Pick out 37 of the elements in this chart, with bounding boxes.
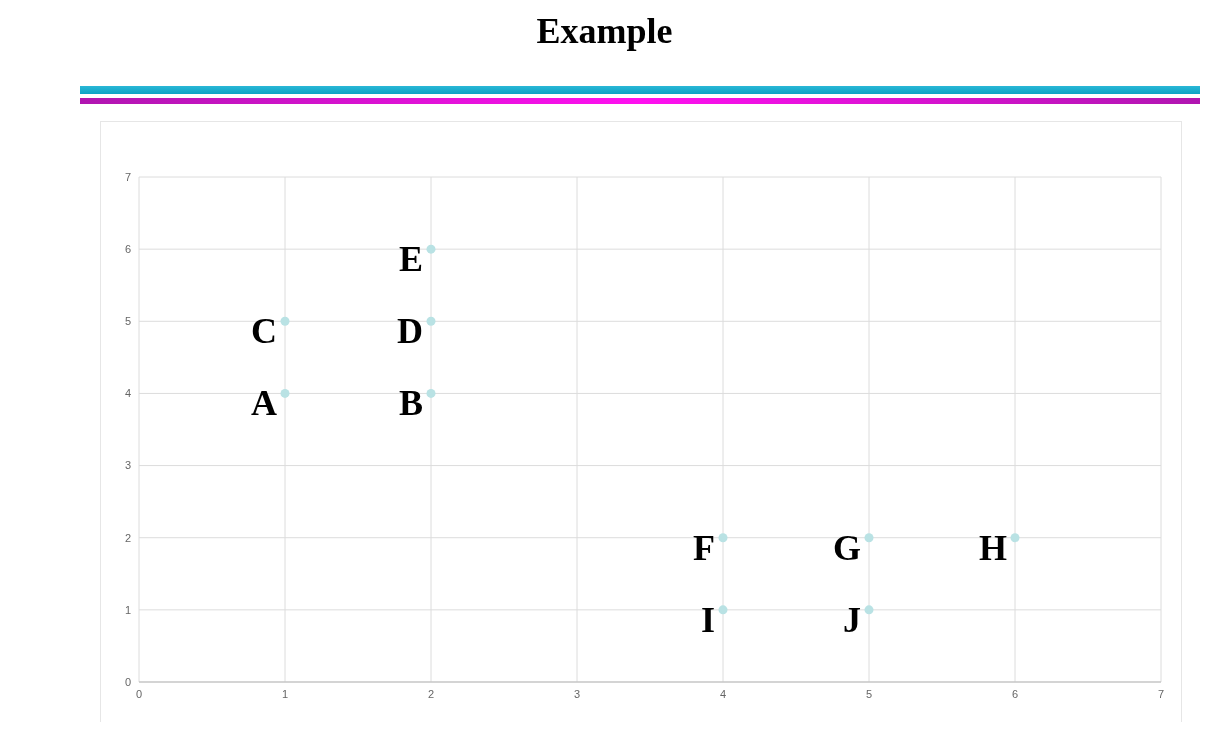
y-tick-label: 2 bbox=[124, 531, 131, 544]
annotation: B bbox=[398, 383, 423, 424]
point bbox=[864, 533, 874, 543]
annotation: G bbox=[832, 527, 861, 568]
y-tick-label: 1 bbox=[124, 603, 131, 616]
y-tick-label: 7 bbox=[124, 170, 131, 183]
annotation: C bbox=[251, 311, 277, 352]
y-tick-label: 6 bbox=[124, 243, 131, 256]
annotation: D bbox=[397, 311, 423, 352]
x-tick-label: 4 bbox=[719, 687, 727, 700]
x-tick-label: 7 bbox=[1157, 687, 1165, 700]
x-tick-label: 1 bbox=[281, 687, 289, 700]
x-tick-label: 3 bbox=[573, 687, 581, 700]
x-tick-label: 2 bbox=[427, 687, 435, 700]
point bbox=[1010, 533, 1020, 543]
point bbox=[426, 316, 436, 326]
point bbox=[426, 244, 436, 254]
point bbox=[426, 388, 436, 398]
annotation: I bbox=[700, 599, 715, 640]
x-tick-label: 5 bbox=[865, 687, 873, 700]
annotation: J bbox=[843, 599, 861, 640]
point bbox=[864, 605, 874, 615]
point bbox=[280, 388, 290, 398]
x-tick-label: 6 bbox=[1011, 687, 1019, 700]
y-tick-label: 4 bbox=[124, 387, 131, 400]
annotation: H bbox=[978, 527, 1007, 568]
point bbox=[280, 316, 290, 326]
annotation: F bbox=[693, 527, 715, 568]
chart-title: Example bbox=[535, 10, 674, 53]
y-tick-label: 0 bbox=[124, 675, 131, 688]
x-tick-label: 0 bbox=[135, 687, 143, 700]
y-tick-label: 3 bbox=[124, 459, 131, 472]
point bbox=[718, 605, 728, 615]
point bbox=[718, 533, 728, 543]
y-tick-label: 5 bbox=[124, 315, 131, 328]
annotation: A bbox=[251, 383, 277, 424]
annotation: E bbox=[398, 239, 423, 280]
